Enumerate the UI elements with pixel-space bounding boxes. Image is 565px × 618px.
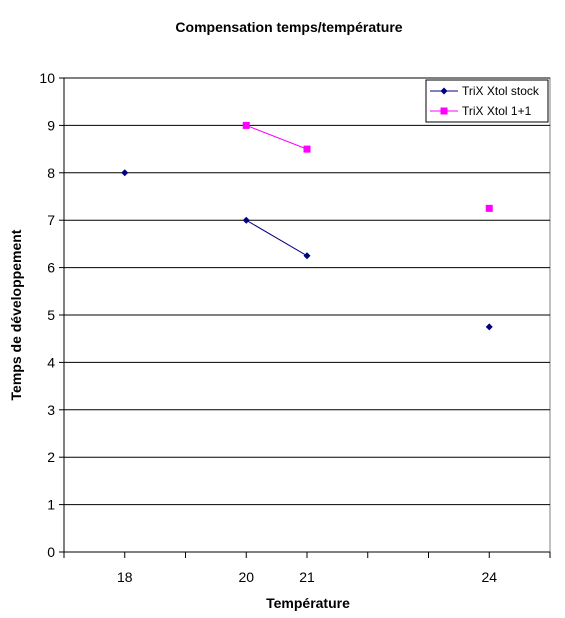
x-tick-label: 18 xyxy=(117,569,133,585)
y-tick-label: 10 xyxy=(39,70,55,86)
y-tick-label: 9 xyxy=(47,117,55,133)
data-point xyxy=(485,323,493,331)
legend-label: TriX Xtol 1+1 xyxy=(462,104,532,118)
data-point xyxy=(242,216,250,224)
y-tick-label: 2 xyxy=(47,449,55,465)
y-tick-label: 3 xyxy=(47,402,55,418)
y-tick-label: 0 xyxy=(47,544,55,560)
y-tick-label: 5 xyxy=(47,307,55,323)
legend-item: TriX Xtol 1+1 xyxy=(430,104,532,118)
data-point xyxy=(485,204,493,212)
y-tick-label: 7 xyxy=(47,212,55,228)
series-line xyxy=(246,124,308,150)
y-tick-label: 1 xyxy=(47,497,55,513)
data-point xyxy=(242,121,250,129)
series-layer xyxy=(121,121,493,331)
x-tick-label: 21 xyxy=(299,569,315,585)
legend-item: TriX Xtol stock xyxy=(430,84,540,98)
series-1 xyxy=(242,121,493,212)
chart-title: Compensation temps/température xyxy=(175,19,402,35)
data-point xyxy=(303,145,311,153)
y-tick-label: 8 xyxy=(47,165,55,181)
data-point xyxy=(121,169,129,177)
y-tick-label: 6 xyxy=(47,260,55,276)
series-line xyxy=(245,219,308,257)
legend: TriX Xtol stock TriX Xtol 1+1 xyxy=(425,79,549,123)
legend-label: TriX Xtol stock xyxy=(462,84,540,98)
x-axis-title: Température xyxy=(266,595,350,611)
x-tick-label: 20 xyxy=(238,569,254,585)
data-point xyxy=(440,87,448,95)
data-point xyxy=(303,252,311,260)
gridlines xyxy=(64,77,550,506)
legend-box xyxy=(425,79,549,123)
x-tick-label: 24 xyxy=(481,569,497,585)
x-tick-labels: 18 20 21 24 xyxy=(63,552,551,585)
y-axis-title: Temps de développement xyxy=(8,229,24,400)
data-point xyxy=(440,107,448,115)
y-tick-label: 4 xyxy=(47,354,55,370)
y-tick-labels: 0 1 2 3 4 5 6 7 8 9 10 xyxy=(39,70,64,560)
series-0 xyxy=(121,169,493,331)
